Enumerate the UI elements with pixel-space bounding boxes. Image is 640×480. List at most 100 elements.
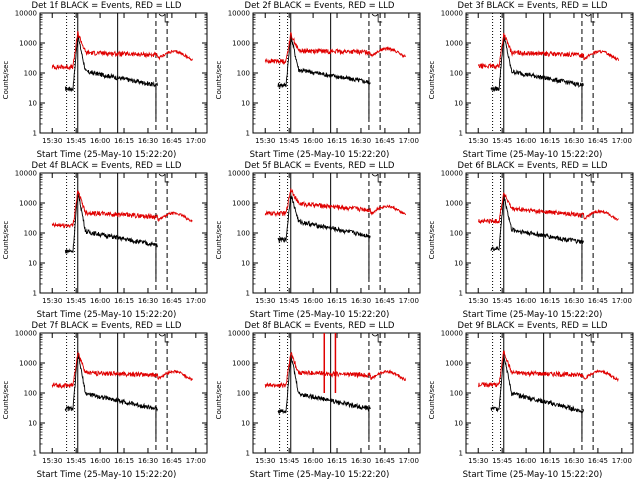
y-tick-label: 10000 (228, 170, 250, 178)
y-axis-label: Counts/sec (215, 220, 223, 260)
x-tick-label: 15:30 (42, 457, 62, 465)
y-tick-label: 1 (33, 290, 37, 298)
x-tick-label: 15:30 (42, 297, 62, 305)
flag-annotation (158, 13, 170, 23)
panel-title: Det 8f BLACK = Events, RED = LLD (244, 321, 395, 331)
panel-title: Det 6f BLACK = Events, RED = LLD (457, 161, 608, 171)
series-line-events (490, 36, 584, 93)
plot-frame (252, 12, 421, 134)
x-tick-label: 16:45 (588, 137, 608, 145)
detector-panel-6: 1 10 100 1000 10000 15:30 15:45 16:00 16:15 16:30… (426, 160, 639, 320)
x-axis-label: Start Time (25-May-10 15:22:20) (462, 470, 603, 480)
y-tick-label: 1 (33, 450, 37, 458)
x-tick-label: 15:30 (468, 297, 488, 305)
y-tick-label: 10 (454, 420, 463, 428)
series-line-events (64, 35, 158, 93)
panel-title: Det 4f BLACK = Events, RED = LLD (31, 161, 182, 171)
y-tick-label: 10 (241, 260, 250, 268)
series-line-events (277, 354, 371, 416)
detector-panel-7: 1 10 100 1000 10000 15:30 15:45 16:00 16:15 16:30… (0, 320, 213, 480)
x-axis-label: Start Time (25-May-10 15:22:20) (36, 310, 177, 320)
x-tick-label: 16:15 (540, 137, 560, 145)
x-tick-label: 15:45 (279, 457, 299, 465)
x-tick-label: 16:00 (516, 137, 536, 145)
y-tick-label: 1000 (19, 40, 37, 48)
x-tick-label: 16:15 (114, 457, 134, 465)
plot-frame (465, 172, 634, 294)
series-line-events (64, 190, 158, 254)
x-tick-label: 17:00 (612, 297, 632, 305)
y-tick-label: 100 (450, 230, 463, 238)
x-tick-label: 15:45 (66, 457, 86, 465)
x-tick-label: 17:00 (186, 297, 206, 305)
series-line-lld (478, 192, 619, 224)
y-tick-label: 1000 (445, 200, 463, 208)
x-tick-label: 16:15 (327, 457, 347, 465)
y-tick-label: 10 (28, 420, 37, 428)
x-tick-label: 15:45 (279, 137, 299, 145)
panel-title: Det 3f BLACK = Events, RED = LLD (457, 1, 608, 11)
y-tick-label: 10 (454, 260, 463, 268)
flag-annotation (371, 13, 383, 23)
x-tick-label: 16:30 (351, 297, 371, 305)
x-tick-label: 16:45 (588, 297, 608, 305)
y-tick-label: 100 (24, 390, 37, 398)
plot-area: 1 10 100 1000 10000 15:30 15:45 16:00 16:15 16:30… (441, 330, 634, 465)
series-line-lld (264, 188, 407, 218)
y-tick-label: 1000 (232, 200, 250, 208)
x-tick-label: 16:30 (564, 457, 584, 465)
y-tick-label: 1000 (232, 360, 250, 368)
y-axis-label: Counts/sec (215, 380, 223, 420)
series-line-lld (51, 190, 193, 229)
x-tick-label: 16:45 (162, 297, 182, 305)
y-tick-label: 10000 (441, 10, 463, 18)
x-tick-label: 16:30 (138, 137, 158, 145)
flag-annotation (371, 333, 383, 343)
x-axis-label: Start Time (25-May-10 15:22:20) (249, 310, 390, 320)
y-tick-label: 1 (33, 130, 37, 138)
x-tick-label: 16:15 (327, 297, 347, 305)
panel-title: Det 1f BLACK = Events, RED = LLD (31, 1, 182, 11)
plot-frame (252, 332, 421, 454)
plot-frame (252, 172, 421, 294)
x-tick-label: 15:45 (492, 297, 512, 305)
plot-area: 1 10 100 1000 10000 15:30 15:45 16:00 16:15 16:30… (228, 10, 421, 145)
x-tick-label: 16:00 (90, 297, 110, 305)
x-tick-label: 15:45 (66, 137, 86, 145)
x-tick-label: 16:15 (540, 457, 560, 465)
x-tick-label: 16:30 (138, 297, 158, 305)
series-line-lld (51, 30, 193, 71)
y-tick-label: 10 (28, 100, 37, 108)
y-tick-label: 1000 (19, 360, 37, 368)
panel-title: Det 5f BLACK = Events, RED = LLD (244, 161, 395, 171)
y-axis-label: Counts/sec (428, 380, 436, 420)
x-axis-label: Start Time (25-May-10 15:22:20) (249, 470, 390, 480)
detector-panel-4: 1 10 100 1000 10000 15:30 15:45 16:00 16:15 16:30… (0, 160, 213, 320)
x-tick-label: 17:00 (186, 137, 206, 145)
x-tick-label: 17:00 (612, 457, 632, 465)
series-line-events (490, 353, 584, 415)
x-tick-label: 16:15 (114, 137, 134, 145)
x-tick-label: 15:30 (42, 137, 62, 145)
plot-area: 1 10 100 1000 10000 15:30 15:45 16:00 16:15 16:30… (441, 170, 634, 305)
x-tick-label: 16:15 (327, 137, 347, 145)
x-tick-label: 15:30 (255, 137, 275, 145)
x-tick-label: 16:00 (303, 457, 323, 465)
flag-annotation (584, 333, 596, 343)
x-tick-label: 17:00 (612, 137, 632, 145)
y-tick-label: 10 (241, 100, 250, 108)
x-tick-label: 16:30 (138, 457, 158, 465)
y-tick-label: 1 (459, 290, 463, 298)
x-tick-label: 16:30 (564, 137, 584, 145)
detector-panel-3: 1 10 100 1000 10000 15:30 15:45 16:00 16:15 16:30… (426, 0, 639, 160)
x-axis-label: Start Time (25-May-10 15:22:20) (36, 470, 177, 480)
y-tick-label: 100 (450, 70, 463, 78)
y-tick-label: 10000 (228, 10, 250, 18)
x-tick-label: 16:45 (375, 457, 395, 465)
series-line-lld (264, 31, 406, 66)
x-tick-label: 16:00 (90, 457, 110, 465)
flag-annotation (584, 173, 596, 183)
x-tick-label: 16:30 (564, 297, 584, 305)
panel-title: Det 9f BLACK = Events, RED = LLD (457, 321, 608, 331)
